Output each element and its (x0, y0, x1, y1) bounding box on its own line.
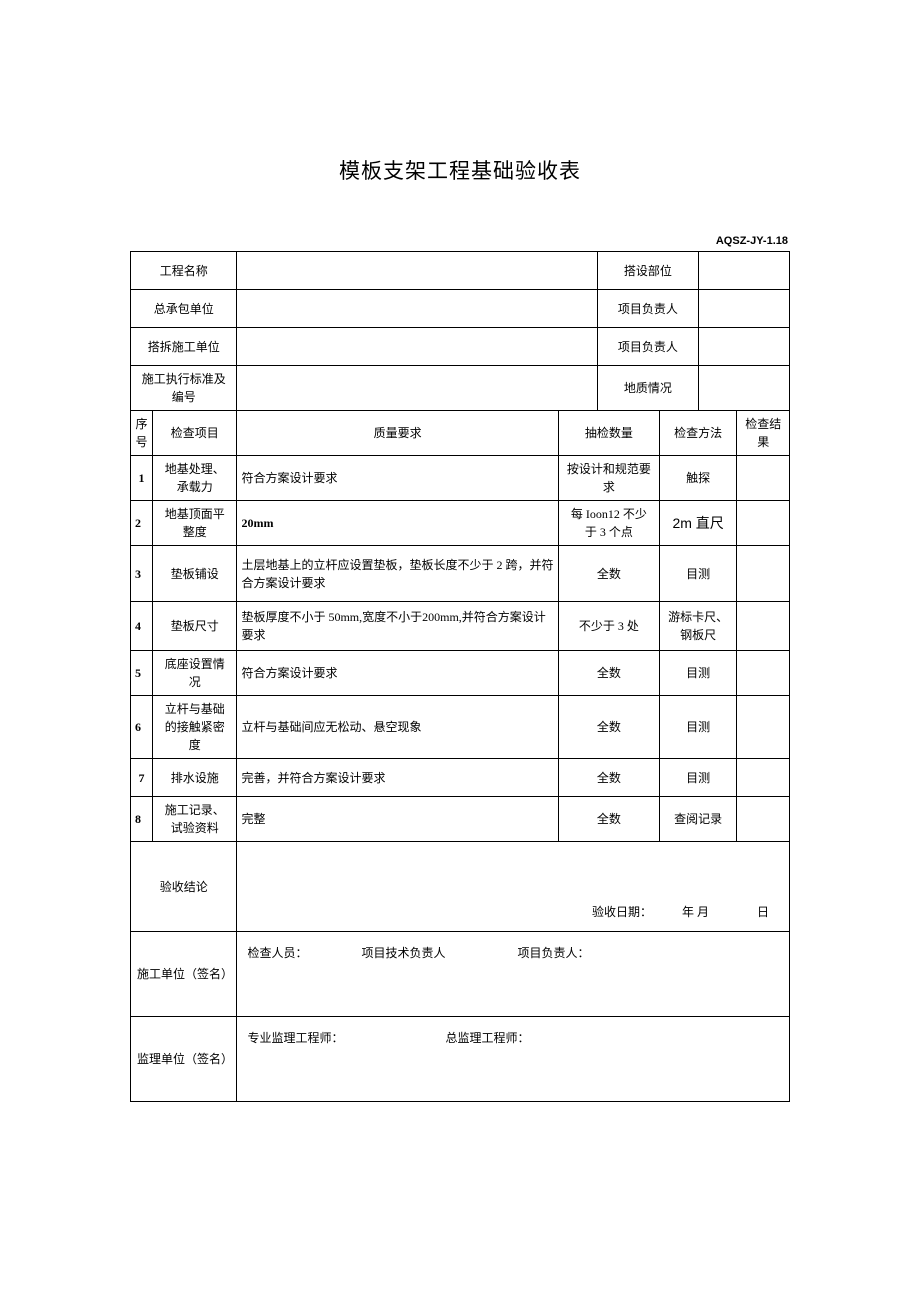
conclusion-row: 验收结论 验收日期： 年 月 日 (131, 842, 790, 932)
supervision-sig-label: 监理单位（签名） (131, 1017, 237, 1102)
pm1-label: 项目负责人 (598, 290, 699, 328)
table-row: 5 底座设置情况 符合方案设计要求 全数 目测 (131, 651, 790, 696)
cell-seq: 8 (131, 797, 153, 842)
pm1-value (698, 290, 789, 328)
cell-quality: 立杆与基础间应无松动、悬空现象 (237, 696, 558, 759)
document-title: 模板支架工程基础验收表 (130, 155, 790, 185)
cell-method: 查阅记录 (659, 797, 737, 842)
geo-label: 地质情况 (598, 366, 699, 411)
pm2-value (698, 328, 789, 366)
cell-qty: 按设计和规范要求 (558, 456, 659, 501)
cell-result (737, 501, 790, 546)
cell-seq: 1 (131, 456, 153, 501)
table-row: 4 垫板尺寸 垫板厚度不小于 50mm,宽度不小于200mm,并符合方案设计要求… (131, 602, 790, 651)
pm2-label: 项目负责人 (598, 328, 699, 366)
cell-qty: 全数 (558, 546, 659, 602)
cell-method: 目测 (659, 651, 737, 696)
inspection-table: 工程名称 搭设部位 总承包单位 项目负责人 搭拆施工单位 项目负责人 施工执行标… (130, 251, 790, 1102)
contractor-value (237, 290, 598, 328)
cell-result (737, 797, 790, 842)
cell-qty: 每 Ioon12 不少于 3 个点 (558, 501, 659, 546)
project-name-label: 工程名称 (131, 252, 237, 290)
cell-item: 地基处理、承载力 (153, 456, 237, 501)
cell-item: 立杆与基础的接触紧密度 (153, 696, 237, 759)
cell-item: 垫板铺设 (153, 546, 237, 602)
cell-method: 目测 (659, 696, 737, 759)
header-row-4: 施工执行标准及编号 地质情况 (131, 366, 790, 411)
cell-result (737, 759, 790, 797)
cell-qty: 全数 (558, 696, 659, 759)
std-value (237, 366, 598, 411)
cell-method: 触探 (659, 456, 737, 501)
cell-quality: 完善，并符合方案设计要求 (237, 759, 558, 797)
cell-quality: 20mm (237, 501, 558, 546)
cell-seq: 6 (131, 696, 153, 759)
cell-qty: 全数 (558, 651, 659, 696)
header-row-3: 搭拆施工单位 项目负责人 (131, 328, 790, 366)
table-row: 8 施工记录、试验资料 完整 全数 查阅记录 (131, 797, 790, 842)
cell-seq: 3 (131, 546, 153, 602)
cell-method: 目测 (659, 759, 737, 797)
cell-result (737, 546, 790, 602)
cell-method: 2m 直尺 (659, 501, 737, 546)
cell-seq: 7 (131, 759, 153, 797)
cell-quality: 符合方案设计要求 (237, 456, 558, 501)
column-header-row: 序号 检查项目 质量要求 抽检数量 检查方法 检查结果 (131, 411, 790, 456)
construction-sig-label: 施工单位（签名） (131, 932, 237, 1017)
cell-item: 地基顶面平整度 (153, 501, 237, 546)
construction-sig-value: 检查人员： 项目技术负责人 项目负责人： (237, 932, 790, 1017)
cell-result (737, 696, 790, 759)
supervision-sig-value: 专业监理工程师： 总监理工程师： (237, 1017, 790, 1102)
col-item: 检查项目 (153, 411, 237, 456)
cell-item: 排水设施 (153, 759, 237, 797)
table-row: 2 地基顶面平整度 20mm 每 Ioon12 不少于 3 个点 2m 直尺 (131, 501, 790, 546)
header-row-1: 工程名称 搭设部位 (131, 252, 790, 290)
cell-result (737, 456, 790, 501)
std-label: 施工执行标准及编号 (131, 366, 237, 411)
cell-seq: 2 (131, 501, 153, 546)
table-row: 3 垫板铺设 土层地基上的立杆应设置垫板，垫板长度不少于 2 跨，并符合方案设计… (131, 546, 790, 602)
header-row-2: 总承包单位 项目负责人 (131, 290, 790, 328)
cell-method: 目测 (659, 546, 737, 602)
cell-quality: 土层地基上的立杆应设置垫板，垫板长度不少于 2 跨，并符合方案设计要求 (237, 546, 558, 602)
table-row: 7 排水设施 完善，并符合方案设计要求 全数 目测 (131, 759, 790, 797)
cell-seq: 5 (131, 651, 153, 696)
cell-qty: 不少于 3 处 (558, 602, 659, 651)
cell-result (737, 651, 790, 696)
project-name-value (237, 252, 598, 290)
cell-item: 施工记录、试验资料 (153, 797, 237, 842)
col-quality: 质量要求 (237, 411, 558, 456)
conclusion-value: 验收日期： 年 月 日 (237, 842, 790, 932)
col-result: 检查结果 (737, 411, 790, 456)
col-method: 检查方法 (659, 411, 737, 456)
cell-quality: 符合方案设计要求 (237, 651, 558, 696)
col-seq: 序号 (131, 411, 153, 456)
cell-result (737, 602, 790, 651)
table-row: 1 地基处理、承载力 符合方案设计要求 按设计和规范要求 触探 (131, 456, 790, 501)
signature-row-supervision: 监理单位（签名） 专业监理工程师： 总监理工程师： (131, 1017, 790, 1102)
table-row: 6 立杆与基础的接触紧密度 立杆与基础间应无松动、悬空现象 全数 目测 (131, 696, 790, 759)
cell-item: 垫板尺寸 (153, 602, 237, 651)
cell-quality: 垫板厚度不小于 50mm,宽度不小于200mm,并符合方案设计要求 (237, 602, 558, 651)
erect-part-label: 搭设部位 (598, 252, 699, 290)
cell-method: 游标卡尺、钢板尺 (659, 602, 737, 651)
col-qty: 抽检数量 (558, 411, 659, 456)
contractor-label: 总承包单位 (131, 290, 237, 328)
erection-unit-label: 搭拆施工单位 (131, 328, 237, 366)
conclusion-label: 验收结论 (131, 842, 237, 932)
cell-seq: 4 (131, 602, 153, 651)
cell-item: 底座设置情况 (153, 651, 237, 696)
erect-part-value (698, 252, 789, 290)
form-code: AQSZ-JY-1.18 (130, 235, 790, 247)
cell-qty: 全数 (558, 797, 659, 842)
cell-qty: 全数 (558, 759, 659, 797)
signature-row-construction: 施工单位（签名） 检查人员： 项目技术负责人 项目负责人： (131, 932, 790, 1017)
geo-value (698, 366, 789, 411)
cell-quality: 完整 (237, 797, 558, 842)
erection-unit-value (237, 328, 598, 366)
